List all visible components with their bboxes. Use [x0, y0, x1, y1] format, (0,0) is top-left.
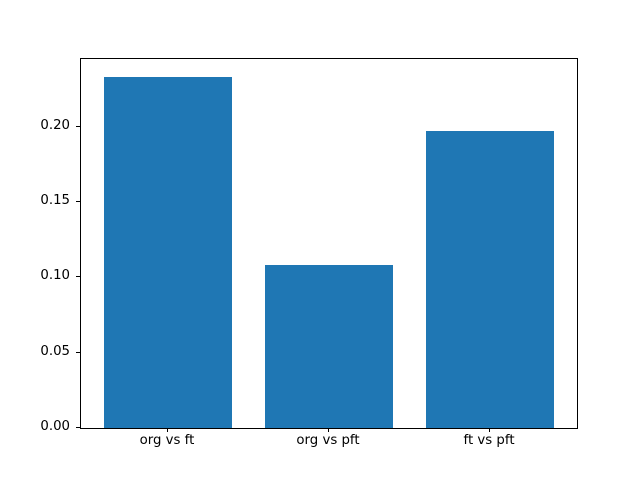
x-tick-label: org vs ft [139, 433, 195, 448]
y-tick-label: 0.00 [40, 419, 70, 434]
y-tick-label: 0.20 [40, 117, 70, 133]
y-tick-label: 0.10 [40, 268, 70, 284]
y-tick-mark [76, 201, 80, 203]
x-tick-label: ft vs pft [463, 433, 515, 448]
x-tick-mark [328, 428, 329, 432]
x-tick-mark [489, 428, 491, 432]
bar-ft-vs-pft [425, 131, 555, 428]
x-tick-mark [166, 428, 168, 432]
x-tick-label: org vs pft [296, 433, 360, 448]
bar-org-vs-pft [264, 265, 394, 428]
plot-area [80, 58, 578, 429]
y-tick-mark [76, 427, 80, 428]
y-tick-label: 0.05 [40, 343, 70, 359]
y-tick-mark [76, 125, 80, 127]
y-tick-mark [76, 276, 80, 278]
y-tick-mark [76, 351, 80, 353]
bar-org-vs-ft [103, 77, 233, 428]
y-tick-label: 0.15 [40, 193, 70, 209]
